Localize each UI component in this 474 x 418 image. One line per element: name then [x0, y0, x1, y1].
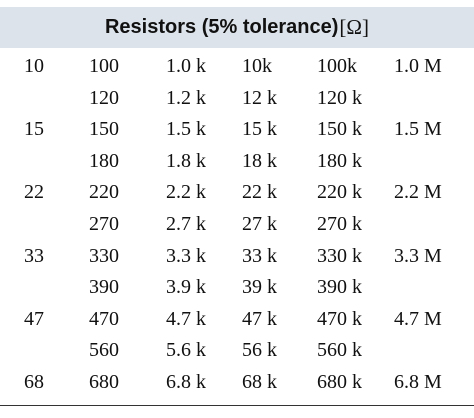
table-cell: 2.2 k	[166, 181, 206, 204]
table-cell: 3.3 M	[394, 244, 442, 267]
table-row: 10 100 1.0 k 10k 100k 1.0 M	[0, 51, 474, 83]
table-cell: 4.7 M	[394, 307, 442, 330]
table-cell: 390 k	[317, 276, 362, 299]
table-cell: 120 k	[317, 86, 362, 109]
table-cell: 27 k	[242, 212, 277, 235]
table-cell: 18 k	[242, 149, 277, 172]
table-row: 15 150 1.5 k 15 k 150 k 1.5 M	[0, 114, 474, 146]
table-row: 120 1.2 k 12 k 120 k	[0, 83, 474, 115]
table-cell: 220 k	[317, 181, 362, 204]
table-cell: 22	[24, 181, 44, 204]
table-cell: 150 k	[317, 118, 362, 141]
table-cell: 100k	[317, 55, 357, 77]
table-title: Resistors (5% tolerance)	[104, 16, 339, 38]
table-cell: 2.2 M	[394, 181, 442, 204]
table-cell: 390	[89, 276, 119, 299]
table-cell: 6.8 M	[394, 370, 442, 393]
table-row: 390 3.9 k 39 k 390 k	[0, 272, 474, 304]
table-cell: 39 k	[242, 276, 277, 299]
table-cell: 15 k	[242, 118, 277, 141]
table-cell: 270 k	[317, 212, 362, 235]
table-cell: 10k	[242, 55, 272, 77]
table-cell: 68	[24, 370, 44, 393]
table-cell: 270	[89, 212, 119, 235]
table-cell: 1.2 k	[166, 86, 206, 109]
table-unit: [Ω]	[339, 15, 369, 39]
table-row: 22 220 2.2 k 22 k 220 k 2.2 M	[0, 177, 474, 209]
table-cell: 180 k	[317, 149, 362, 172]
table-cell: 560	[89, 339, 119, 362]
table-cell: 560 k	[317, 339, 362, 362]
table-row: 270 2.7 k 27 k 270 k	[0, 209, 474, 241]
table-cell: 470 k	[317, 307, 362, 330]
table-cell: 33 k	[242, 244, 277, 267]
table-cell: 12 k	[242, 86, 277, 109]
table-row: 47 470 4.7 k 47 k 470 k 4.7 M	[0, 304, 474, 336]
table-row: 68 680 6.8 k 68 k 680 k 6.8 M	[0, 367, 474, 399]
table-row: 33 330 3.3 k 33 k 330 k 3.3 M	[0, 241, 474, 273]
table-cell: 1.5 M	[394, 118, 442, 141]
table-cell: 47	[24, 307, 44, 330]
table-cell: 3.3 k	[166, 244, 206, 267]
table-cell: 47 k	[242, 307, 277, 330]
table-cell: 68 k	[242, 370, 277, 393]
table-cell: 470	[89, 307, 119, 330]
table-cell: 2.7 k	[166, 212, 206, 235]
table-row: 180 1.8 k 18 k 180 k	[0, 146, 474, 178]
table-header: Resistors (5% tolerance) [Ω]	[0, 7, 474, 48]
table-cell: 22 k	[242, 181, 277, 204]
table-cell: 4.7 k	[166, 307, 206, 330]
table-cell: 150	[89, 118, 119, 141]
table-cell: 180	[89, 149, 119, 172]
bottom-rule	[0, 405, 474, 406]
table-cell: 6.8 k	[166, 370, 206, 393]
table-cell: 680 k	[317, 370, 362, 393]
table-cell: 1.5 k	[166, 118, 206, 141]
table-cell: 330	[89, 244, 119, 267]
table-cell: 3.9 k	[166, 276, 206, 299]
table-cell: 100	[89, 55, 119, 77]
table-cell: 330 k	[317, 244, 362, 267]
table-cell: 5.6 k	[166, 339, 206, 362]
table-cell: 15	[24, 118, 44, 141]
table-row: 560 5.6 k 56 k 560 k	[0, 335, 474, 367]
table-cell: 120	[89, 86, 119, 109]
table-cell: 33	[24, 244, 44, 267]
table-cell: 220	[89, 181, 119, 204]
table-cell: 1.0 k	[166, 55, 206, 77]
table-cell: 1.0 M	[394, 55, 442, 77]
table-cell: 56 k	[242, 339, 277, 362]
table-cell: 680	[89, 370, 119, 393]
table-cell: 1.8 k	[166, 149, 206, 172]
table-cell: 10	[24, 55, 44, 77]
